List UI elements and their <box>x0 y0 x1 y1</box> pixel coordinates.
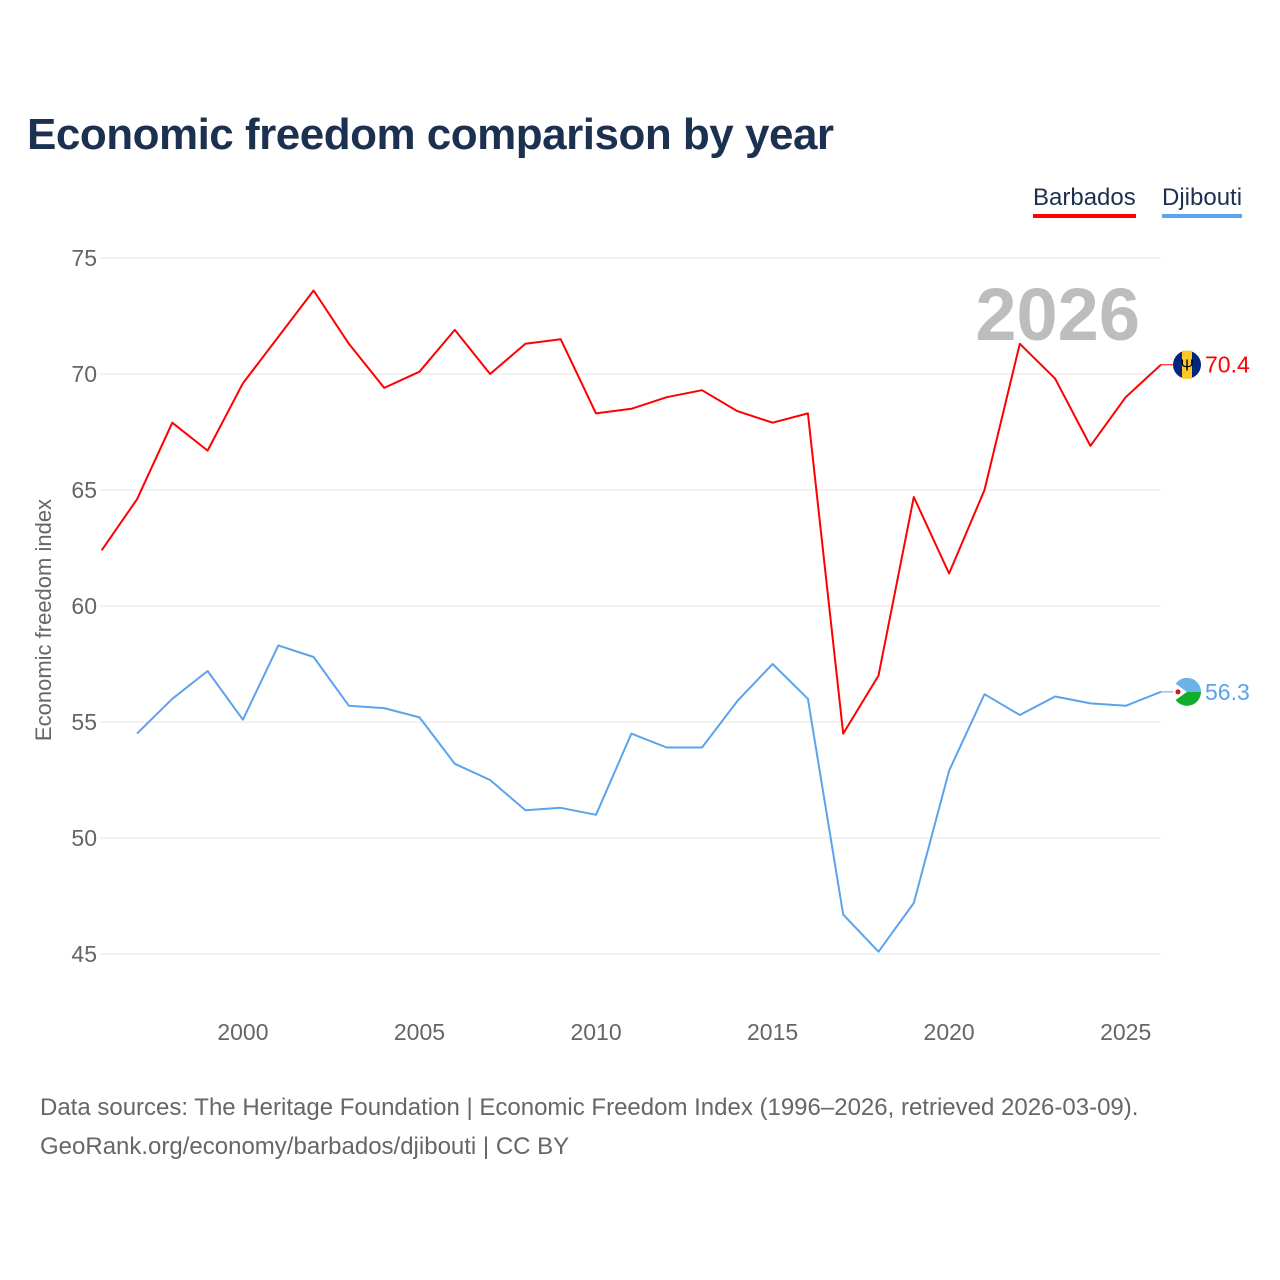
footer: Data sources: The Heritage Foundation | … <box>40 1088 1138 1166</box>
y-tick-label: 50 <box>71 825 97 851</box>
y-tick-label: 65 <box>71 477 97 503</box>
data-sources: Data sources: The Heritage Foundation | … <box>40 1094 1139 1121</box>
series-line-djibouti <box>136 644 1162 953</box>
y-axis-label: Economic freedom index <box>31 499 56 741</box>
y-tick-label: 55 <box>71 709 97 735</box>
year-annotation: 2026 <box>975 273 1140 356</box>
y-tick-label: 70 <box>71 361 97 387</box>
legend-item-djibouti[interactable]: Djibouti <box>1162 184 1243 218</box>
source-link[interactable]: GeoRank.org/economy/barbados/djibouti | … <box>40 1133 570 1160</box>
x-tick-label: 2010 <box>570 1019 621 1045</box>
x-tick-label: 2015 <box>747 1019 798 1045</box>
y-tick-label: 75 <box>71 245 97 271</box>
x-tick-label: 2000 <box>217 1019 268 1045</box>
chart-title: Economic freedom comparison by year <box>27 110 834 159</box>
end-value-label-djibouti: 56.3 <box>1205 679 1250 705</box>
x-tick-label: 2005 <box>394 1019 445 1045</box>
trident-icon: Ψ <box>1180 358 1193 375</box>
x-tick-label: 2020 <box>924 1019 975 1045</box>
djibouti-star-icon <box>1175 689 1181 695</box>
end-value-label-barbados: 70.4 <box>1205 352 1250 378</box>
barbados-flag-stripe <box>1182 350 1192 379</box>
x-tick-label: 2025 <box>1100 1019 1151 1045</box>
legend-item-barbados[interactable]: Barbados <box>1033 184 1136 218</box>
series-line-barbados <box>100 289 1162 735</box>
y-tick-label: 60 <box>71 593 97 619</box>
y-tick-label: 45 <box>71 941 97 967</box>
